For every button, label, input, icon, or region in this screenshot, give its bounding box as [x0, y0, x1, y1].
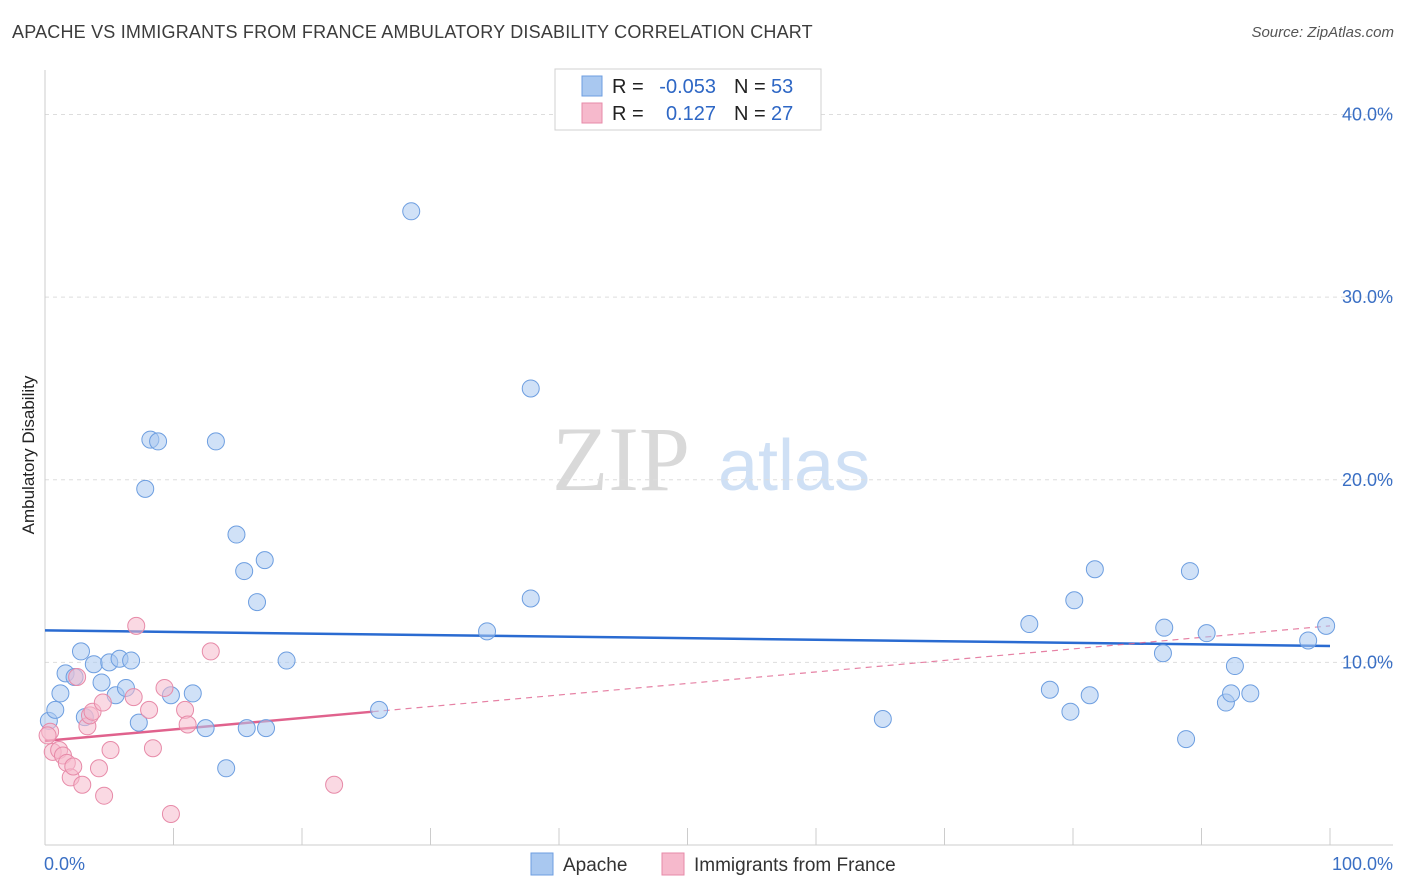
france-point [325, 775, 344, 794]
apache-point [1197, 624, 1216, 643]
apache-point [84, 655, 103, 674]
apache-point [1225, 657, 1244, 676]
apache-point [1317, 616, 1336, 635]
apache-point [122, 651, 141, 670]
legend-r-label-apache: R = [612, 76, 644, 98]
legend-swatch-apache [581, 75, 603, 97]
apache-point [402, 202, 421, 221]
chart-title: APACHE VS IMMIGRANTS FROM FRANCE AMBULAT… [12, 22, 813, 42]
series-legend-label-apache: Apache [563, 855, 627, 876]
apache-point [149, 432, 168, 451]
legend-r-value-apache: -0.053 [659, 76, 716, 98]
grid-layer [45, 114, 1393, 663]
apache-point [196, 719, 215, 738]
france-point [95, 786, 114, 805]
apache-point [255, 551, 274, 570]
apache-point [248, 593, 267, 612]
apache-point [1020, 615, 1039, 634]
apache-point [1085, 560, 1104, 579]
france-trend-dashed [372, 625, 1331, 713]
point-layer [38, 202, 1336, 823]
apache-point [370, 700, 389, 719]
apache-point [1241, 684, 1260, 703]
apache-point [277, 651, 296, 670]
apache-point [71, 642, 90, 661]
apache-point [1040, 680, 1059, 699]
apache-point [136, 479, 155, 498]
y-tick-label: 20.0% [1342, 470, 1393, 490]
apache-point [257, 719, 276, 738]
apache-point [46, 700, 65, 719]
france-point [140, 700, 159, 719]
france-point [176, 700, 195, 719]
apache-point [237, 719, 256, 738]
france-point [161, 804, 180, 823]
x-tick-layer [44, 828, 1331, 845]
legend-swatch-france [581, 102, 603, 124]
legend-n-label-apache: N = [734, 76, 766, 98]
x-tick-label-min: 0.0% [44, 854, 85, 874]
watermark-zip: ZIP [552, 408, 690, 510]
apache-point [1177, 730, 1196, 749]
y-tick-label: 40.0% [1342, 105, 1393, 125]
apache-point [1065, 591, 1084, 610]
series-legend: Apache Immigrants from France [530, 852, 896, 876]
france-point [38, 726, 57, 745]
apache-point [1155, 618, 1174, 637]
france-point [201, 642, 220, 661]
series-immigrants-from-france [38, 616, 344, 823]
series-legend-label-france: Immigrants from France [694, 855, 896, 876]
apache-point [1222, 684, 1241, 703]
apache-point [1299, 631, 1318, 650]
series-legend-swatch-apache [530, 852, 554, 876]
apache-point [478, 622, 497, 641]
legend-n-value-apache: 53 [771, 76, 793, 98]
france-point [93, 693, 112, 712]
legend-n-label-france: N = [734, 103, 766, 125]
france-point [89, 759, 108, 778]
trend-layer [44, 625, 1331, 743]
apache-point [521, 589, 540, 608]
france-point [73, 775, 92, 794]
legend-r-value-france: 0.127 [666, 103, 716, 125]
apache-point [235, 562, 254, 581]
apache-point [521, 379, 540, 398]
apache-point [92, 673, 111, 692]
apache-point [217, 759, 236, 778]
france-point [178, 715, 197, 734]
legend-r-label-france: R = [612, 103, 644, 125]
france-point [127, 616, 146, 635]
apache-point [206, 432, 225, 451]
apache-point [1153, 644, 1172, 663]
chart-source: Source: ZipAtlas.com [1251, 24, 1394, 41]
france-point [68, 667, 87, 686]
legend-n-value-france: 27 [771, 103, 793, 125]
apache-point [129, 713, 148, 732]
x-tick-label-max: 100.0% [1332, 854, 1393, 874]
france-point [155, 678, 174, 697]
apache-point [51, 684, 70, 703]
y-tick-label: 10.0% [1342, 652, 1393, 672]
france-point [124, 688, 143, 707]
apache-point [1180, 562, 1199, 581]
y-tick-label-layer: 10.0% 20.0% 30.0% 40.0% [1342, 105, 1393, 673]
france-point [143, 739, 162, 758]
y-tick-label: 30.0% [1342, 287, 1393, 307]
apache-point [873, 709, 892, 728]
y-axis-label: Ambulatory Disability [19, 375, 38, 534]
watermark-atlas: atlas [718, 426, 870, 506]
series-legend-swatch-france [661, 852, 685, 876]
france-point [101, 741, 120, 760]
apache-point [1080, 686, 1099, 705]
france-point [64, 757, 83, 776]
apache-point [1061, 702, 1080, 721]
correlation-legend: R = -0.053 N = 53 R = 0.127 N = 27 [554, 68, 822, 131]
apache-point [227, 525, 246, 544]
apache-trend-line [44, 629, 1331, 648]
apache-point [183, 684, 202, 703]
